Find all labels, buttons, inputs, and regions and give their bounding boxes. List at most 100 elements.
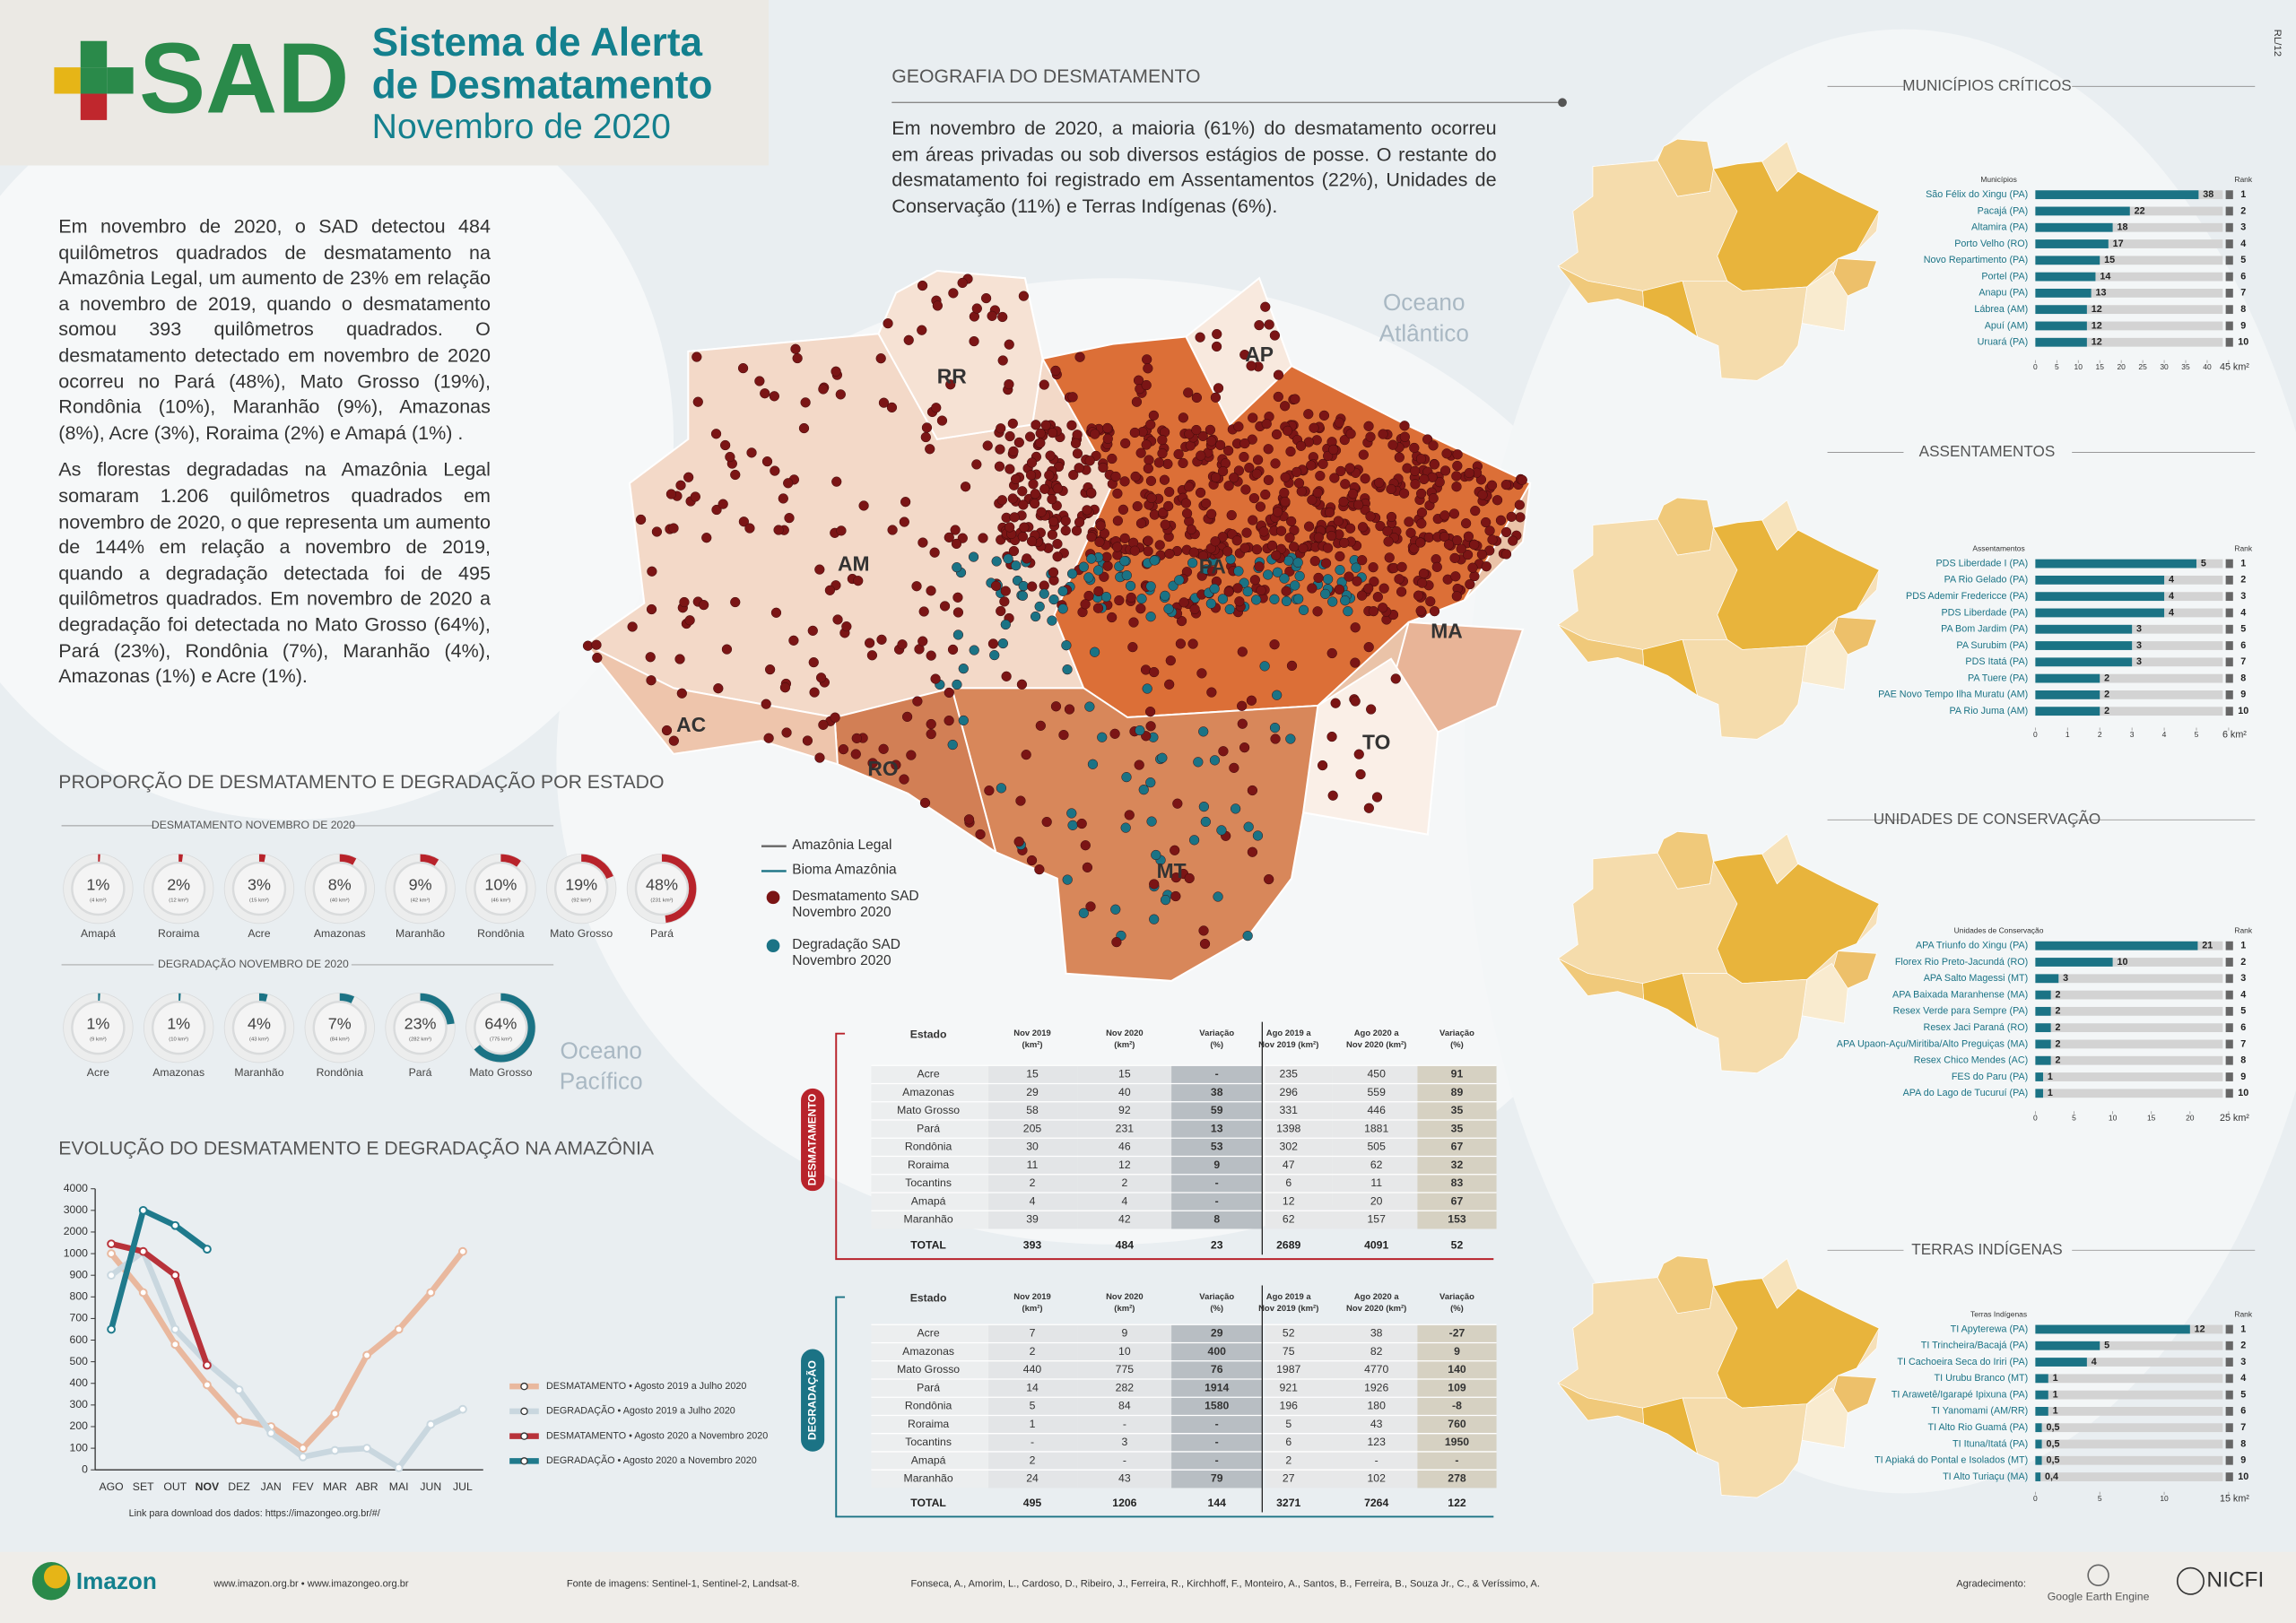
deforestation-spot — [1162, 458, 1173, 470]
table-cell: 91 — [1451, 1068, 1464, 1081]
table-cell: 235 — [1280, 1068, 1299, 1081]
deforestation-spot — [1112, 488, 1123, 499]
deforestation-spot — [1416, 507, 1428, 518]
deforestation-spot — [1102, 560, 1113, 571]
donut-center — [395, 864, 446, 914]
deforestation-spot — [668, 735, 679, 746]
deforestation-spot — [1052, 483, 1063, 494]
table-cell: - — [1123, 1454, 1126, 1466]
deforestation-spot — [746, 447, 757, 458]
bar — [2035, 1390, 2048, 1400]
deforestation-spot — [951, 538, 962, 550]
deforestation-spot — [1153, 457, 1165, 468]
rank-number: 4 — [2240, 989, 2246, 1000]
intro-box: Em novembro de 2020, o SAD detectou 484 … — [58, 215, 491, 687]
table-header: (%) — [1210, 1304, 1223, 1314]
deforestation-spot — [1324, 507, 1335, 518]
deforestation-spot — [1040, 420, 1051, 430]
deforestation-spot — [1000, 586, 1011, 596]
table-cell: Maranhão — [904, 1472, 953, 1485]
table-total: 7264 — [1364, 1497, 1388, 1509]
deforestation-spot — [1313, 532, 1324, 542]
deforestation-spot — [1189, 603, 1200, 615]
bar-value: 10 — [2117, 957, 2127, 968]
deforestation-spot — [1102, 422, 1113, 434]
table-cell: 3 — [1121, 1436, 1127, 1448]
rank-box — [2225, 974, 2233, 984]
deforestation-spot — [1050, 701, 1062, 712]
x-tick-label: 0 — [2033, 362, 2038, 371]
deforestation-spot — [999, 596, 1010, 607]
deforestation-spot — [1196, 668, 1207, 679]
deforestation-spot — [790, 343, 801, 354]
deforestation-spot — [919, 797, 931, 809]
deforestation-spot — [1064, 704, 1075, 715]
deforestation-spot — [1350, 657, 1361, 668]
table-cell: 76 — [1211, 1363, 1223, 1376]
table-header: Nov 2020 (km²) — [1346, 1304, 1406, 1314]
deforestation-spot — [798, 422, 810, 434]
x-tick-label: OUT — [163, 1480, 187, 1493]
donut-center — [153, 1002, 204, 1053]
table-header: (km²) — [1022, 1040, 1042, 1050]
deforestation-spot — [1035, 720, 1046, 731]
bar-track — [2035, 690, 2223, 699]
table-column — [1171, 1324, 1263, 1488]
table-cell: 11 — [1370, 1176, 1382, 1189]
deforestation-spot — [926, 729, 936, 740]
mini-map-state — [1682, 1397, 1808, 1498]
deforestation-spot — [1344, 571, 1354, 582]
deforestation-spot — [1476, 549, 1488, 560]
deforestation-spot — [1487, 534, 1498, 545]
deforestation-spot — [1248, 412, 1258, 423]
deforestation-spot — [1416, 518, 1427, 529]
degradation-spot — [1062, 664, 1073, 675]
footer-panel — [0, 1551, 2296, 1623]
x-tick-label: 0 — [2033, 1114, 2038, 1123]
deforestation-spot — [737, 363, 749, 374]
rank-name: Anapu (PA) — [1979, 288, 2028, 299]
deforestation-spot — [944, 532, 954, 543]
degradation-spot — [1087, 759, 1099, 769]
deforestation-spot — [1234, 596, 1245, 607]
deforestation-spot — [1210, 392, 1222, 403]
degradation-spot — [1089, 647, 1100, 657]
bar — [2035, 272, 2096, 282]
x-tick-label: 15 km² — [2220, 1494, 2249, 1505]
table-cell: 40 — [1118, 1086, 1131, 1098]
degradation-spot — [952, 562, 962, 573]
rank-box — [2225, 305, 2233, 315]
deforestation-spot — [802, 735, 813, 746]
mini-map-state — [1657, 138, 1714, 197]
bar-value: 0,5 — [2046, 1455, 2059, 1466]
legend-dot — [520, 1382, 528, 1391]
table-header: Nov 2019 (km²) — [1258, 1304, 1318, 1314]
table-cell: - — [1215, 1454, 1219, 1466]
bar — [2035, 1023, 2051, 1033]
deforestation-spot — [1080, 840, 1091, 851]
y-tick-label: 4000 — [64, 1182, 88, 1194]
deforestation-spot — [1007, 418, 1018, 429]
donut-arc — [465, 854, 535, 924]
deforestation-spot — [1036, 507, 1047, 517]
y-tick-label: 300 — [70, 1398, 89, 1410]
x-tick-label: 2 — [2098, 730, 2102, 739]
deforestation-spot — [1212, 328, 1222, 340]
donut-area: (231 km²) — [650, 898, 673, 904]
y-tick-label: 500 — [70, 1355, 89, 1367]
table-cell: 331 — [1280, 1104, 1299, 1116]
deforestation-spot — [1206, 687, 1217, 698]
deforestation-spot — [952, 607, 964, 618]
table-cell: 9 — [1121, 1327, 1127, 1340]
donut-area: (12 km²) — [169, 898, 188, 904]
rank-number: 1 — [2240, 558, 2246, 568]
rank-name: TI Urubu Branco (MT) — [1935, 1373, 2029, 1384]
deforestation-spot — [1280, 401, 1291, 412]
deforestation-spot — [1041, 816, 1052, 828]
degradation-spot — [1048, 594, 1059, 605]
line-point — [138, 1246, 148, 1256]
subsection-title: DEGRADAÇÃO NOVEMBRO DE 2020 — [158, 958, 349, 970]
deforestation-spot — [1330, 698, 1341, 708]
deforestation-spot — [1058, 729, 1069, 741]
deforestation-spot — [582, 640, 594, 651]
